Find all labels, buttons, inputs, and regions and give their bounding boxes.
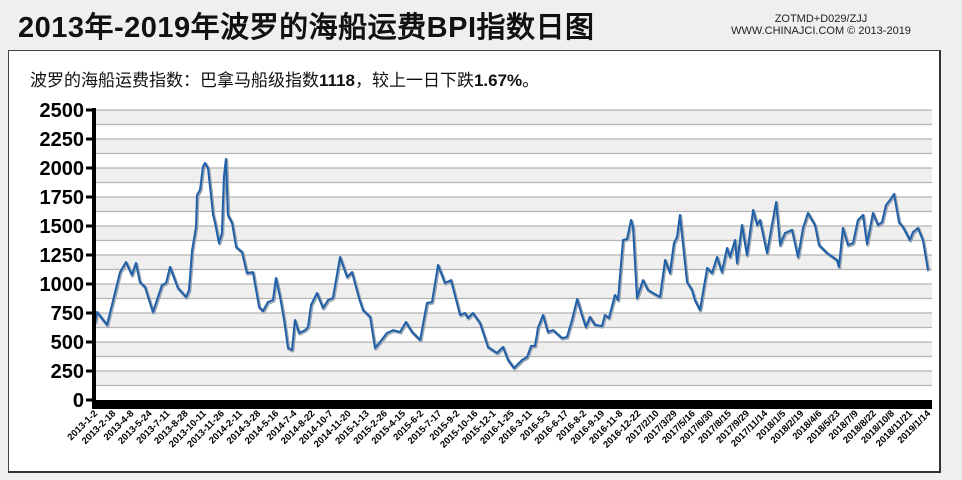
y-tick-mark	[86, 166, 94, 170]
credit-site: WWW.CHINAJCI.COM © 2013-2019	[731, 25, 911, 37]
y-tick-mark	[86, 253, 94, 257]
y-tick-mark	[86, 137, 94, 141]
y-tick-label: 2500	[40, 100, 85, 122]
y-tick-label: 2250	[40, 129, 85, 151]
series-line-bpi	[94, 158, 929, 369]
grid-band	[96, 342, 932, 357]
grid-band	[96, 139, 932, 154]
y-tick-label: 500	[51, 332, 84, 354]
y-tick-label: 1000	[40, 274, 85, 296]
y-tick-mark	[86, 224, 94, 228]
y-tick-label: 1750	[40, 187, 85, 209]
y-axis	[92, 108, 96, 408]
change-value: 1.67%	[473, 71, 523, 90]
y-tick-mark	[86, 311, 94, 315]
grid-band	[96, 313, 932, 328]
grid-band	[96, 168, 932, 183]
chart-subtitle: 波罗的海船运费指数：巴拿马船级指数1118，较上一日下跌1.67%。	[30, 66, 539, 91]
y-tick-mark	[86, 398, 94, 402]
credit-code: ZOTMD+D029/ZJJ	[774, 13, 868, 25]
subtitle-prefix: 波罗的海船运费指数：巴拿马船级指数	[30, 71, 319, 90]
y-tick-mark	[86, 340, 94, 344]
grid-band	[96, 371, 932, 386]
subtitle-middle: ，较上一日下跌	[354, 71, 474, 90]
y-tick-mark	[86, 369, 94, 373]
page-title: 2013年-2019年波罗的海船运费BPI指数日图	[18, 12, 595, 44]
grid-band	[96, 110, 932, 125]
index-value: 1118	[319, 71, 355, 90]
grid-band	[96, 197, 932, 212]
y-tick-label: 250	[51, 361, 84, 383]
grid-band	[96, 255, 932, 270]
y-tick-label: 2000	[40, 158, 85, 180]
credit: ZOTMD+D029/ZJJ WWW.CHINAJCI.COM © 2013-2…	[712, 13, 930, 37]
y-tick-mark	[86, 195, 94, 199]
y-tick-mark	[86, 282, 94, 286]
subtitle-suffix: 。	[522, 71, 540, 90]
y-tick-label: 1500	[40, 216, 85, 238]
grid-band	[96, 284, 932, 299]
y-tick-label: 1250	[40, 245, 85, 267]
y-tick-label: 0	[73, 390, 84, 412]
x-axis	[92, 400, 932, 409]
grid-band	[96, 226, 932, 241]
y-tick-label: 750	[51, 303, 84, 325]
y-tick-mark	[86, 108, 94, 112]
